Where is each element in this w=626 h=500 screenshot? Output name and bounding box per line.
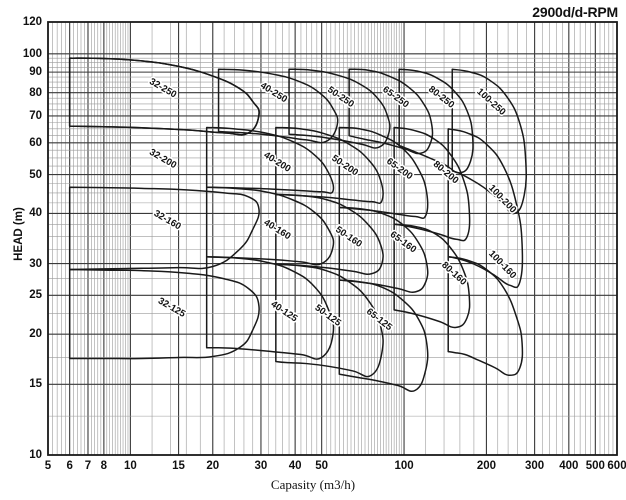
x-tick-label: 8 bbox=[100, 460, 108, 472]
chart-title: 2900d/d-RPM bbox=[532, 4, 618, 20]
x-tick-label: 200 bbox=[476, 460, 497, 472]
y-tick-label: 90 bbox=[29, 66, 42, 79]
pump-envelope-65-125 bbox=[338, 279, 429, 393]
x-tick-label: 30 bbox=[254, 460, 268, 472]
x-tick-label: 600 bbox=[607, 460, 626, 472]
pump-envelope-80-160 bbox=[393, 223, 471, 329]
y-tick-label: 70 bbox=[29, 109, 42, 122]
x-tick-label: 6 bbox=[66, 460, 73, 472]
x-tick-label: 15 bbox=[172, 460, 185, 472]
label-text: 100-200 bbox=[486, 183, 518, 216]
y-tick-label: 15 bbox=[29, 378, 42, 391]
y-tick-label: 10 bbox=[29, 449, 42, 461]
label-text: 50-160 bbox=[333, 224, 364, 250]
x-tick-label: 500 bbox=[585, 460, 605, 472]
x-tick-label: 400 bbox=[559, 460, 579, 472]
pump-envelope-50-250 bbox=[288, 68, 391, 149]
pump-envelope-50-160 bbox=[275, 193, 384, 275]
pump-envelope-40-125 bbox=[205, 255, 335, 360]
x-tick-label: 20 bbox=[206, 460, 220, 472]
y-tick-label: 40 bbox=[29, 207, 42, 220]
y-tick-label: 25 bbox=[29, 289, 42, 302]
label-text: 50-250 bbox=[325, 84, 356, 110]
x-tick-label: 50 bbox=[315, 460, 329, 472]
y-tick-label: 120 bbox=[22, 16, 42, 28]
label-text: 40-160 bbox=[262, 217, 293, 242]
pump-envelope-100-200 bbox=[447, 128, 524, 289]
x-tick-label: 7 bbox=[84, 460, 92, 472]
x-tick-label: 5 bbox=[44, 460, 52, 472]
x-axis-label: Capasity (m3/h) bbox=[270, 477, 356, 492]
pump-envelope-80-250 bbox=[398, 68, 474, 174]
y-tick-label: 100 bbox=[22, 47, 42, 60]
y-tick-label: 30 bbox=[29, 257, 42, 270]
label-text: 100-160 bbox=[486, 248, 518, 281]
pump-envelope-40-250 bbox=[217, 68, 339, 144]
x-tick-label: 40 bbox=[288, 460, 302, 472]
y-tick-label: 60 bbox=[29, 136, 42, 149]
x-tick-label: 10 bbox=[123, 460, 137, 472]
pump-envelope-32-125 bbox=[68, 268, 260, 360]
pump-envelope-65-250 bbox=[348, 68, 434, 155]
label-text: 32-125 bbox=[156, 296, 188, 321]
y-tick-label: 50 bbox=[29, 168, 42, 181]
label-text: 40-200 bbox=[262, 150, 293, 175]
pump-envelope-100-160 bbox=[447, 255, 524, 377]
label-text: 65-250 bbox=[380, 84, 410, 110]
x-tick-label: 300 bbox=[525, 460, 545, 472]
pump-envelope-50-125 bbox=[275, 263, 384, 378]
x-tick-label: 100 bbox=[394, 460, 414, 472]
pump-envelope-100-250 bbox=[451, 68, 527, 215]
plot-frame bbox=[47, 21, 618, 456]
y-tick-label: 80 bbox=[29, 86, 42, 99]
label-text: 65-125 bbox=[364, 306, 395, 333]
pump-envelope-32-200 bbox=[68, 57, 260, 136]
pump-envelope-32-160 bbox=[68, 186, 260, 271]
label-text: 65-160 bbox=[388, 229, 418, 255]
y-tick-label: 20 bbox=[29, 328, 42, 341]
pump-curves bbox=[68, 57, 527, 393]
pump-envelope-80-200 bbox=[393, 126, 471, 242]
